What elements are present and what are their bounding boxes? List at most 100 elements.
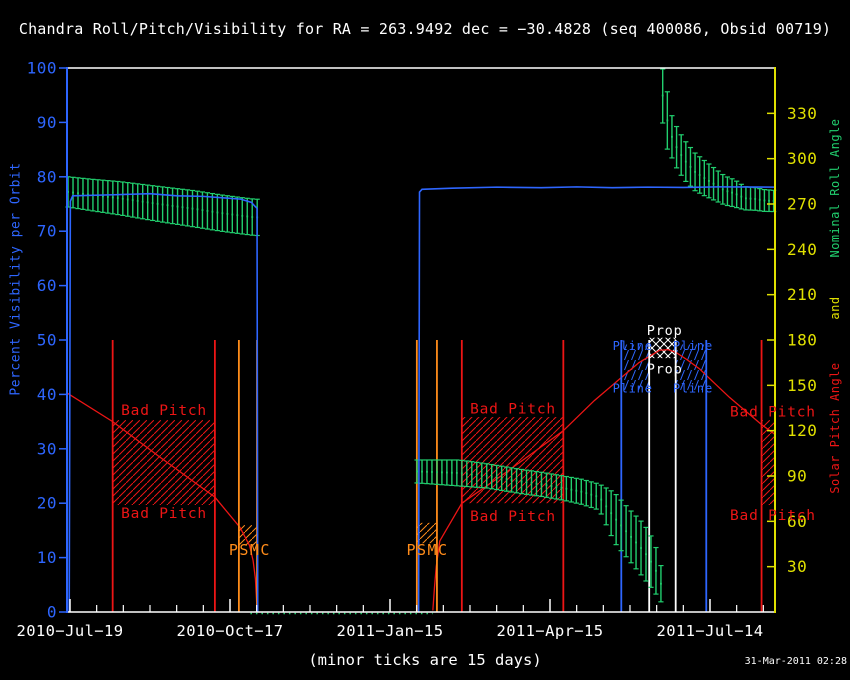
solar-pitch-curve bbox=[432, 349, 776, 611]
roll-center-dot bbox=[211, 210, 214, 213]
roll-center-dot bbox=[101, 195, 104, 198]
left-axis-tick-label: 40 bbox=[37, 385, 57, 404]
roll-center-dot bbox=[206, 209, 209, 212]
roll-center-dot bbox=[82, 192, 84, 195]
creation-timestamp: 31-Mar-2011 02:28 bbox=[744, 656, 847, 667]
chart-title: Chandra Roll/Pitch/Visibility for RA = 2… bbox=[18, 20, 832, 38]
roll-center-dot bbox=[575, 489, 578, 492]
roll-center-dot bbox=[560, 486, 563, 489]
roll-center-dot bbox=[525, 481, 528, 484]
left-axis-tick-label: 0 bbox=[47, 603, 57, 622]
annotation-bad-pitch: Bad Pitch bbox=[730, 405, 816, 421]
roll-center-dot bbox=[116, 197, 119, 199]
roll-center-dot bbox=[191, 207, 194, 210]
roll-center-dot bbox=[171, 204, 174, 207]
roll-center-dot bbox=[610, 512, 613, 515]
roll-center-dot bbox=[615, 518, 618, 521]
roll-center-dot bbox=[731, 191, 733, 194]
x-axis-date-label: 2011−Apr−15 bbox=[496, 622, 603, 640]
roll-center-dot bbox=[740, 195, 743, 198]
right-axis-tick-label: 270 bbox=[787, 195, 817, 214]
left-axis-tick-label: 60 bbox=[37, 276, 57, 295]
roll-center-dot bbox=[570, 488, 573, 491]
roll-center-dot bbox=[763, 199, 766, 202]
roll-center-dot bbox=[708, 180, 710, 182]
roll-center-dot bbox=[661, 94, 664, 97]
minor-ticks-note: (minor ticks are 15 days) bbox=[308, 651, 542, 669]
right-axis-tick-label: 60 bbox=[787, 512, 807, 531]
left-axis-tick-label: 10 bbox=[37, 548, 57, 567]
roll-center-dot bbox=[666, 119, 669, 122]
roll-center-dot bbox=[450, 471, 453, 474]
roll-center-dot bbox=[495, 476, 498, 479]
roll-center-dot bbox=[480, 474, 483, 477]
roll-center-dot bbox=[689, 165, 692, 168]
roll-center-dot bbox=[650, 560, 652, 563]
right-axis-tick-label: 330 bbox=[787, 104, 817, 123]
roll-center-dot bbox=[156, 202, 159, 205]
roll-center-dot bbox=[520, 480, 523, 483]
roll-center-dot bbox=[726, 190, 729, 193]
roll-center-dot bbox=[550, 485, 553, 487]
roll-center-dot bbox=[515, 479, 518, 482]
roll-center-dot bbox=[620, 524, 623, 527]
annotation-bad-pitch: Bad Pitch bbox=[121, 403, 207, 419]
roll-center-dot bbox=[226, 212, 229, 215]
annotation-bad-pitch: Bad Pitch bbox=[470, 402, 556, 418]
left-axis-tick-label: 90 bbox=[37, 113, 57, 132]
roll-center-dot bbox=[141, 200, 144, 203]
right-axis-tick-label: 120 bbox=[787, 421, 817, 440]
visibility-curve bbox=[68, 192, 259, 613]
roll-center-dot bbox=[221, 212, 224, 215]
roll-center-dot bbox=[131, 199, 134, 202]
right-axis-tick-label: 90 bbox=[787, 467, 807, 486]
roll-center-dot bbox=[585, 492, 588, 495]
roll-center-dot bbox=[72, 191, 74, 194]
roll-center-dot bbox=[772, 200, 775, 202]
right-axis-title-pitch: Solar Pitch Angle bbox=[828, 362, 842, 494]
visibility-curve bbox=[417, 186, 775, 613]
roll-center-dot bbox=[455, 471, 458, 474]
roll-center-dot bbox=[655, 569, 657, 572]
roll-center-dot bbox=[181, 206, 184, 209]
roll-center-dot bbox=[703, 177, 706, 179]
left-axis-tick-label: 30 bbox=[37, 439, 57, 458]
roll-center-dot bbox=[111, 196, 114, 199]
hatch-region-visibility bbox=[675, 344, 707, 390]
x-axis-date-label: 2010−Oct−17 bbox=[176, 622, 283, 640]
right-axis-tick-label: 30 bbox=[787, 557, 807, 576]
left-axis-tick-label: 100 bbox=[27, 59, 57, 78]
roll-center-dot bbox=[465, 472, 468, 475]
roll-center-dot bbox=[251, 216, 254, 218]
roll-center-dot bbox=[151, 202, 154, 204]
roll-center-dot bbox=[735, 193, 738, 196]
right-axis-tick-label: 240 bbox=[787, 240, 817, 259]
roll-center-dot bbox=[186, 206, 189, 209]
roll-center-dot bbox=[475, 473, 478, 476]
roll-center-dot bbox=[146, 201, 149, 204]
solar-pitch-curve bbox=[66, 392, 258, 606]
x-axis-date-label: 2010−Jul−19 bbox=[16, 622, 123, 640]
roll-center-dot bbox=[136, 199, 139, 202]
right-axis-tick-label: 150 bbox=[787, 376, 817, 395]
roll-center-dot bbox=[490, 475, 493, 478]
roll-center-dot bbox=[431, 471, 433, 473]
roll-center-dot bbox=[595, 495, 598, 498]
roll-center-dot bbox=[530, 482, 533, 484]
roll-center-dot bbox=[675, 146, 678, 149]
right-axis-tick-label: 180 bbox=[787, 331, 817, 350]
annotation-bad-pitch: Bad Pitch bbox=[121, 506, 207, 522]
roll-center-dot bbox=[441, 471, 443, 474]
annotation-prop: Prop bbox=[647, 361, 683, 377]
annotation-pline: Pline bbox=[613, 381, 653, 395]
right-axis-title-and: and bbox=[828, 296, 842, 320]
roll-center-dot bbox=[201, 209, 204, 212]
roll-errorbar-series bbox=[65, 176, 260, 237]
hatch-region-orange bbox=[416, 522, 437, 544]
roll-center-dot bbox=[500, 477, 503, 480]
roll-center-dot bbox=[535, 482, 538, 485]
roll-center-dot bbox=[600, 498, 603, 501]
annotation-pline: Pline bbox=[673, 339, 713, 353]
right-axis-title-roll: Nominal Roll Angle bbox=[828, 118, 842, 258]
left-axis-tick-label: 20 bbox=[37, 494, 57, 513]
